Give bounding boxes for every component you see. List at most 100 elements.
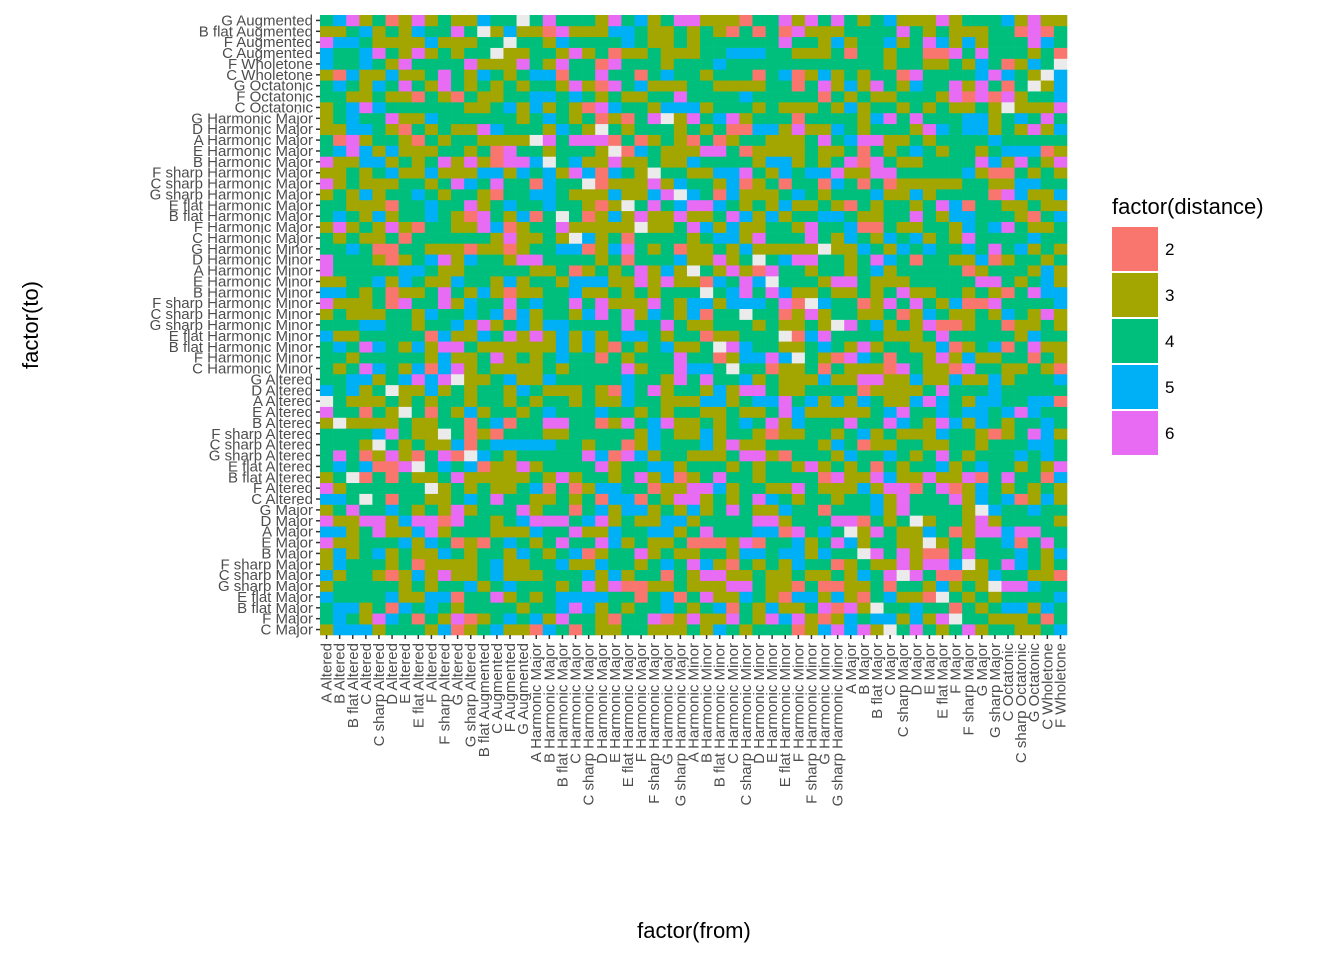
- heatmap-cell: [818, 189, 832, 201]
- heatmap-cell: [909, 352, 924, 364]
- heatmap-cell: [922, 308, 937, 320]
- heatmap-cell: [975, 210, 989, 222]
- heatmap-cell: [647, 417, 662, 429]
- heatmap-cell: [477, 613, 491, 625]
- heatmap-cell: [922, 221, 937, 233]
- heatmap-cell: [503, 243, 517, 255]
- heatmap-cell: [778, 156, 793, 168]
- heatmap-cell: [791, 482, 806, 494]
- heatmap-cell: [791, 308, 806, 320]
- heatmap-cell: [634, 395, 648, 407]
- heatmap-cell: [660, 91, 675, 103]
- heatmap-cell: [739, 36, 753, 48]
- heatmap-cell: [437, 428, 452, 440]
- heatmap-cell: [765, 254, 779, 266]
- heatmap-cell: [909, 47, 924, 59]
- heatmap-cell: [791, 254, 806, 266]
- heatmap-cell: [555, 384, 570, 396]
- heatmap-cell: [477, 243, 491, 255]
- heatmap-cell: [896, 265, 911, 277]
- heatmap-cell: [346, 276, 360, 288]
- heatmap-cell: [778, 167, 793, 179]
- heatmap-cell: [398, 471, 413, 484]
- heatmap-cell: [870, 112, 884, 125]
- heatmap-cell: [818, 504, 832, 516]
- heatmap-cell: [346, 504, 360, 516]
- heatmap-cell: [542, 547, 557, 560]
- heatmap-cell: [634, 460, 648, 473]
- heatmap-cell: [359, 189, 373, 201]
- heatmap-cell: [844, 189, 858, 201]
- heatmap-cell: [804, 210, 819, 222]
- heatmap-cell: [346, 199, 360, 212]
- heatmap-cell: [333, 134, 347, 146]
- heatmap-cell: [686, 624, 701, 636]
- heatmap-cell: [962, 428, 976, 440]
- heatmap-cell: [542, 613, 557, 625]
- heatmap-cell: [608, 308, 622, 320]
- heatmap-cell: [569, 363, 583, 375]
- heatmap-cell: [1027, 504, 1042, 516]
- heatmap-cell: [844, 145, 858, 157]
- heatmap-cell: [844, 199, 858, 212]
- legend-swatch: [1112, 411, 1158, 455]
- heatmap-cell: [437, 69, 452, 81]
- heatmap-cell: [660, 460, 675, 473]
- heatmap-cell: [1001, 15, 1015, 27]
- heatmap-cell: [765, 352, 779, 364]
- heatmap-cell: [818, 134, 832, 146]
- heatmap-cell: [935, 91, 950, 103]
- heatmap-cell: [818, 450, 832, 462]
- heatmap-cell: [542, 156, 557, 168]
- heatmap-cell: [713, 515, 727, 527]
- heatmap-cell: [857, 243, 871, 255]
- heatmap-cell: [621, 482, 635, 494]
- x-tick-label: D Major: [908, 643, 925, 696]
- heatmap-cell: [713, 330, 727, 342]
- heatmap-cell: [1040, 330, 1055, 342]
- heatmap-cell: [490, 330, 504, 342]
- heatmap-cell: [673, 69, 688, 81]
- heatmap-cell: [451, 243, 465, 255]
- heatmap-cell: [883, 91, 897, 103]
- heatmap-cell: [765, 221, 779, 233]
- heatmap-cell: [398, 199, 413, 212]
- heatmap-cell: [726, 319, 740, 331]
- heatmap-cell: [778, 417, 793, 429]
- heatmap-cell: [411, 286, 426, 299]
- heatmap-cell: [503, 47, 517, 59]
- heatmap-cell: [962, 624, 976, 636]
- heatmap-cell: [857, 276, 871, 288]
- heatmap-cell: [647, 341, 662, 353]
- heatmap-cell: [464, 547, 478, 560]
- heatmap-cell: [1053, 406, 1068, 418]
- heatmap-cell: [634, 613, 648, 625]
- heatmap-cell: [451, 450, 465, 462]
- heatmap-cell: [490, 210, 504, 222]
- x-tick-label: F Major: [948, 643, 965, 694]
- heatmap-cell: [346, 80, 360, 92]
- heatmap-cell: [726, 210, 740, 222]
- heatmap-cell: [411, 58, 426, 70]
- heatmap-cell: [464, 276, 478, 288]
- heatmap-cell: [621, 504, 635, 516]
- heatmap-cell: [385, 613, 399, 625]
- heatmap-cell: [1001, 112, 1015, 125]
- heatmap-cell: [673, 537, 688, 549]
- heatmap-cell: [896, 363, 911, 375]
- heatmap-cell: [595, 526, 609, 538]
- heatmap-cell: [726, 471, 740, 484]
- heatmap-cell: [608, 384, 622, 396]
- heatmap-cell: [529, 450, 544, 462]
- heatmap-cell: [490, 460, 504, 473]
- heatmap-cell: [1027, 102, 1042, 114]
- heatmap-cell: [896, 395, 911, 407]
- heatmap-cell: [831, 558, 845, 571]
- heatmap-cell: [464, 569, 478, 581]
- heatmap-cell: [1027, 319, 1042, 331]
- heatmap-cell: [949, 91, 963, 103]
- x-tick-label: C Wholetone: [1039, 643, 1056, 730]
- heatmap-cell: [726, 221, 740, 233]
- heatmap-cell: [608, 569, 622, 581]
- heatmap-cell: [883, 199, 897, 212]
